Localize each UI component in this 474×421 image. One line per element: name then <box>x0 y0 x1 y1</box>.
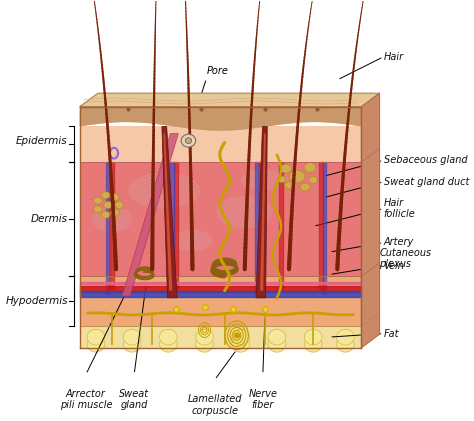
Ellipse shape <box>110 194 119 201</box>
Text: Hypodermis: Hypodermis <box>5 296 68 306</box>
Text: Vein: Vein <box>383 261 404 271</box>
Circle shape <box>196 336 213 352</box>
Ellipse shape <box>93 197 102 204</box>
Ellipse shape <box>93 206 102 213</box>
Circle shape <box>159 329 177 345</box>
Ellipse shape <box>289 170 305 183</box>
Ellipse shape <box>128 173 201 208</box>
Ellipse shape <box>300 183 310 191</box>
Polygon shape <box>256 126 267 298</box>
Text: Sebaceous gland: Sebaceous gland <box>383 155 467 165</box>
Text: Lamellated
corpuscle: Lamellated corpuscle <box>187 394 242 416</box>
Circle shape <box>304 329 322 345</box>
Circle shape <box>87 329 105 345</box>
Circle shape <box>196 329 213 345</box>
Ellipse shape <box>101 192 110 199</box>
Circle shape <box>185 138 191 144</box>
Ellipse shape <box>304 163 316 173</box>
Ellipse shape <box>173 230 212 251</box>
Text: Epidermis: Epidermis <box>16 136 68 146</box>
Polygon shape <box>164 133 173 290</box>
Circle shape <box>337 329 354 345</box>
Circle shape <box>337 336 354 352</box>
Ellipse shape <box>110 209 119 216</box>
Ellipse shape <box>278 176 286 182</box>
Circle shape <box>159 336 177 352</box>
Polygon shape <box>362 93 380 348</box>
Circle shape <box>181 134 196 147</box>
Text: Sweat
gland: Sweat gland <box>119 389 149 410</box>
Text: Arrector
pili muscle: Arrector pili muscle <box>60 389 112 410</box>
Ellipse shape <box>309 176 318 184</box>
Text: Sweat gland duct: Sweat gland duct <box>383 177 469 187</box>
Polygon shape <box>80 93 380 107</box>
Polygon shape <box>122 133 178 296</box>
Ellipse shape <box>241 169 289 191</box>
Text: Pore: Pore <box>207 67 228 76</box>
Polygon shape <box>80 105 362 131</box>
Text: Fat: Fat <box>383 328 399 338</box>
Ellipse shape <box>92 207 132 232</box>
Circle shape <box>123 336 141 352</box>
Circle shape <box>123 329 141 345</box>
Polygon shape <box>80 126 362 162</box>
Circle shape <box>232 336 250 352</box>
Polygon shape <box>80 162 362 277</box>
Ellipse shape <box>217 196 273 228</box>
Ellipse shape <box>101 211 110 218</box>
Circle shape <box>268 329 286 345</box>
Polygon shape <box>80 112 362 131</box>
Ellipse shape <box>103 201 112 208</box>
Text: Hair: Hair <box>383 52 404 62</box>
Text: Dermis: Dermis <box>31 214 68 224</box>
Text: Hair
follicle: Hair follicle <box>383 198 415 219</box>
Ellipse shape <box>280 164 292 173</box>
Polygon shape <box>162 126 177 298</box>
Text: Nerve
fiber: Nerve fiber <box>248 389 277 410</box>
Polygon shape <box>80 277 362 326</box>
Circle shape <box>232 329 250 345</box>
Text: Artery: Artery <box>383 237 414 248</box>
Ellipse shape <box>284 182 293 189</box>
Circle shape <box>304 336 322 352</box>
Polygon shape <box>80 326 362 348</box>
Circle shape <box>268 336 286 352</box>
Circle shape <box>87 336 105 352</box>
Text: Cutaneous
plexus: Cutaneous plexus <box>379 248 431 269</box>
Polygon shape <box>260 133 266 290</box>
Ellipse shape <box>115 201 124 208</box>
